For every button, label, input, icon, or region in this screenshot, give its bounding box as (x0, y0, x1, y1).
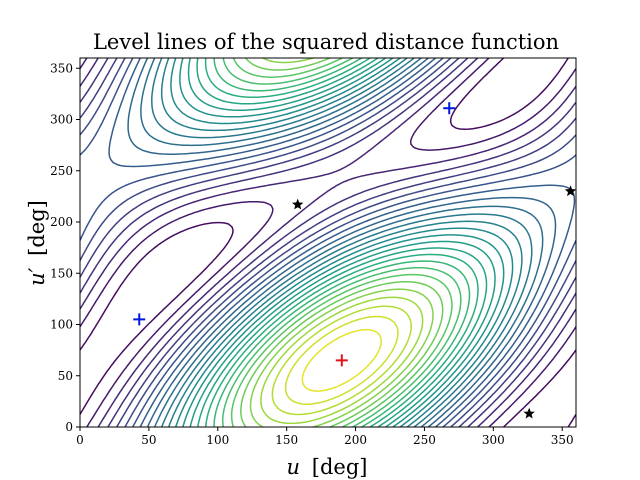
y-tick-label: 150 (50, 266, 73, 280)
contour-level-2 (284, 315, 399, 405)
contour-level-8 (221, 58, 462, 427)
contour-level-5 (249, 58, 434, 427)
y-tick-label: 50 (58, 369, 73, 383)
contour-level-19 (108, 58, 576, 427)
x-tick-label: 150 (275, 433, 298, 447)
x-tick-label: 300 (482, 433, 505, 447)
star-marker (292, 198, 304, 210)
y-tick-label: 300 (50, 113, 73, 127)
x-axis-label: u [deg] (287, 455, 368, 479)
contour-level-16 (151, 58, 533, 427)
contour-level-7 (230, 58, 453, 427)
markers (133, 102, 576, 419)
x-axis-ticks: 0 50 100 150 200 250 300 350 (76, 427, 574, 447)
contour-level-9 (213, 58, 471, 427)
contour-level-20 (80, 58, 576, 427)
plot-frame (79, 57, 577, 428)
y-axis-variable: u′ (25, 267, 49, 286)
y-axis-unit: [deg] (25, 200, 49, 256)
contour-lines (80, 58, 576, 427)
y-axis-ticks: 0 50 100 150 200 250 300 350 (50, 61, 80, 434)
saddle_plus-marker (443, 102, 456, 115)
contour-level-23 (80, 58, 576, 427)
x-tick-label: 350 (551, 433, 574, 447)
x-tick-label: 250 (413, 433, 436, 447)
y-tick-label: 350 (50, 61, 73, 75)
y-axis-label: u′ [deg] (25, 200, 49, 286)
y-tick-label: 0 (65, 420, 73, 434)
minimum-marker (335, 354, 348, 367)
star-marker (564, 185, 576, 197)
x-axis-unit: [deg] (312, 455, 368, 479)
contour-level-12 (187, 58, 496, 427)
contour-level-11 (196, 58, 488, 427)
contour-level-24 (80, 58, 576, 427)
x-tick-label: 100 (206, 433, 229, 447)
x-tick-label: 200 (344, 433, 367, 447)
contour-level-22 (80, 58, 576, 427)
contour-level-14 (170, 58, 514, 427)
contour-level-25 (80, 58, 576, 427)
contour-level-3 (271, 305, 412, 416)
contour-level-21 (80, 58, 576, 427)
contour-level-26 (80, 58, 576, 427)
x-tick-label: 0 (76, 433, 84, 447)
contour-level-18 (127, 58, 557, 427)
contour-level-15 (160, 58, 523, 427)
contour-level-1 (301, 328, 382, 392)
y-tick-label: 250 (50, 164, 73, 178)
contour-level-17 (140, 58, 544, 427)
contour-level-13 (179, 58, 505, 427)
chart-title: Level lines of the squared distance func… (93, 30, 559, 54)
contour-level-4 (260, 296, 424, 425)
contour-level-10 (204, 58, 479, 427)
star-marker (523, 407, 535, 419)
y-tick-label: 200 (50, 215, 73, 229)
x-tick-label: 50 (141, 433, 156, 447)
x-axis-variable: u (287, 455, 301, 479)
y-tick-label: 100 (50, 318, 73, 332)
saddle_plus-marker (133, 313, 146, 326)
contour-level-6 (240, 58, 444, 427)
